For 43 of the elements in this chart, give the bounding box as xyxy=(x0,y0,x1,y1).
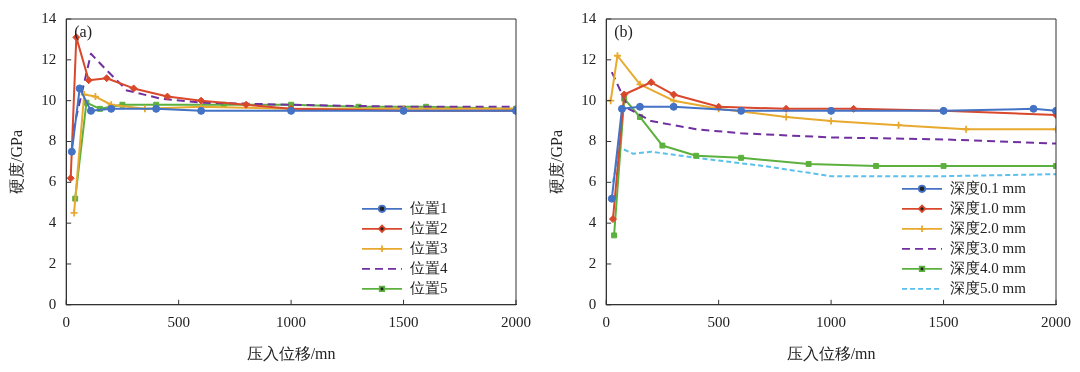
legend-label: 深度5.0 mm xyxy=(950,279,1027,296)
x-tick-label: 500 xyxy=(167,313,190,330)
y-tick-label: 2 xyxy=(48,254,57,271)
legend-label: 深度3.0 mm xyxy=(950,239,1027,256)
legend-label: 深度0.1 mm xyxy=(950,179,1027,196)
y-tick-label: 6 xyxy=(588,173,597,190)
y-tick-label: 8 xyxy=(588,132,597,149)
legend-label: 位置5 xyxy=(410,279,448,296)
legend-label: 位置2 xyxy=(410,219,448,236)
y-tick-label: 0 xyxy=(48,295,57,312)
x-tick-label: 1500 xyxy=(928,313,959,330)
x-tick-label: 1000 xyxy=(276,313,307,330)
y-tick-label: 0 xyxy=(588,295,597,312)
y-tick-label: 14 xyxy=(41,9,57,26)
y-tick-label: 14 xyxy=(581,9,597,26)
y-axis-title: 硬度/GPa xyxy=(547,129,565,194)
x-tick-label: 500 xyxy=(707,313,730,330)
x-tick-label: 2000 xyxy=(1041,313,1071,330)
x-axis-title: 压入位移/mn xyxy=(246,344,336,362)
chart-title: (a) xyxy=(74,23,92,42)
y-tick-label: 6 xyxy=(48,173,57,190)
legend-label: 深度4.0 mm xyxy=(950,259,1027,276)
y-tick-label: 4 xyxy=(588,214,597,231)
legend-label: 位置3 xyxy=(410,239,448,256)
legend-label: 位置1 xyxy=(410,199,448,216)
x-axis-title: 压入位移/mn xyxy=(786,344,876,362)
y-tick-label: 10 xyxy=(41,91,57,108)
y-tick-label: 8 xyxy=(48,132,57,149)
x-tick-label: 1500 xyxy=(388,313,419,330)
y-tick-label: 4 xyxy=(48,214,57,231)
legend-label: 深度2.0 mm xyxy=(950,219,1027,236)
y-axis-title: 硬度/GPa xyxy=(7,129,25,194)
y-tick-label: 12 xyxy=(41,50,57,67)
x-tick-label: 0 xyxy=(62,313,70,330)
x-tick-label: 2000 xyxy=(501,313,531,330)
legend-label: 深度1.0 mm xyxy=(950,199,1027,216)
y-tick-label: 12 xyxy=(581,50,597,67)
y-tick-label: 2 xyxy=(588,254,597,271)
legend-label: 位置4 xyxy=(410,259,448,276)
x-tick-label: 1000 xyxy=(816,313,847,330)
y-tick-label: 10 xyxy=(581,91,597,108)
chart-title: (b) xyxy=(614,23,633,42)
x-tick-label: 0 xyxy=(602,313,610,330)
